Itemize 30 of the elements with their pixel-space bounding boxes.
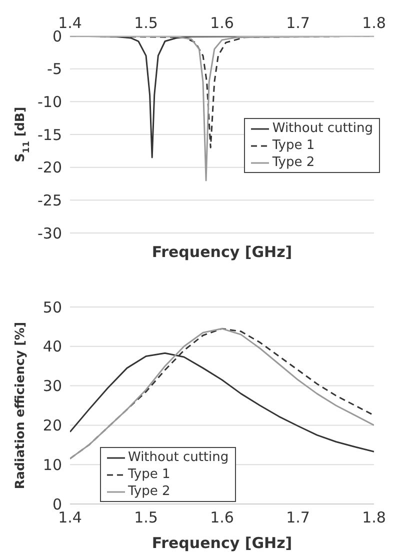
- x-tick-label: 1.5: [134, 508, 158, 527]
- x-tick-label: 1.8: [362, 14, 386, 32]
- y-tick-label: 40: [42, 338, 62, 356]
- x-tick-label: 1.7: [286, 14, 310, 32]
- y-tick-label: -10: [38, 92, 62, 111]
- y-tick-label: -20: [38, 158, 62, 177]
- y-tick-label: 10: [42, 456, 62, 474]
- y-tick-label: 20: [42, 416, 62, 435]
- legend-label: Type 2: [272, 154, 315, 171]
- x-tick-label: 1.8: [362, 508, 386, 527]
- legend-label: Without cutting: [128, 449, 229, 466]
- x-tick-label: 1.6: [210, 14, 234, 32]
- legend-label: Type 1: [272, 137, 315, 154]
- legend-label: Type 1: [128, 466, 170, 483]
- y-tick-label: 50: [42, 298, 62, 316]
- x-axis-title: Frequency [GHz]: [152, 534, 292, 552]
- y-tick-label: -5: [47, 60, 62, 78]
- x-tick-label: 1.7: [286, 508, 310, 527]
- x-tick-label: 1.4: [58, 508, 82, 527]
- legend-label: Type 2: [128, 483, 170, 500]
- y-tick-label: -25: [38, 191, 62, 210]
- y-tick-label: -30: [38, 224, 62, 242]
- legend-label: Without cutting: [272, 120, 373, 137]
- y-tick-label: 30: [42, 377, 62, 396]
- y-tick-label: -15: [38, 126, 62, 144]
- line-series: [70, 36, 374, 182]
- x-tick-label: 1.5: [134, 14, 158, 32]
- y-axis-title: Radiation efficiency [%]: [12, 322, 27, 490]
- x-axis-title: Frequency [GHz]: [150, 243, 294, 261]
- x-tick-label: 1.6: [210, 508, 234, 527]
